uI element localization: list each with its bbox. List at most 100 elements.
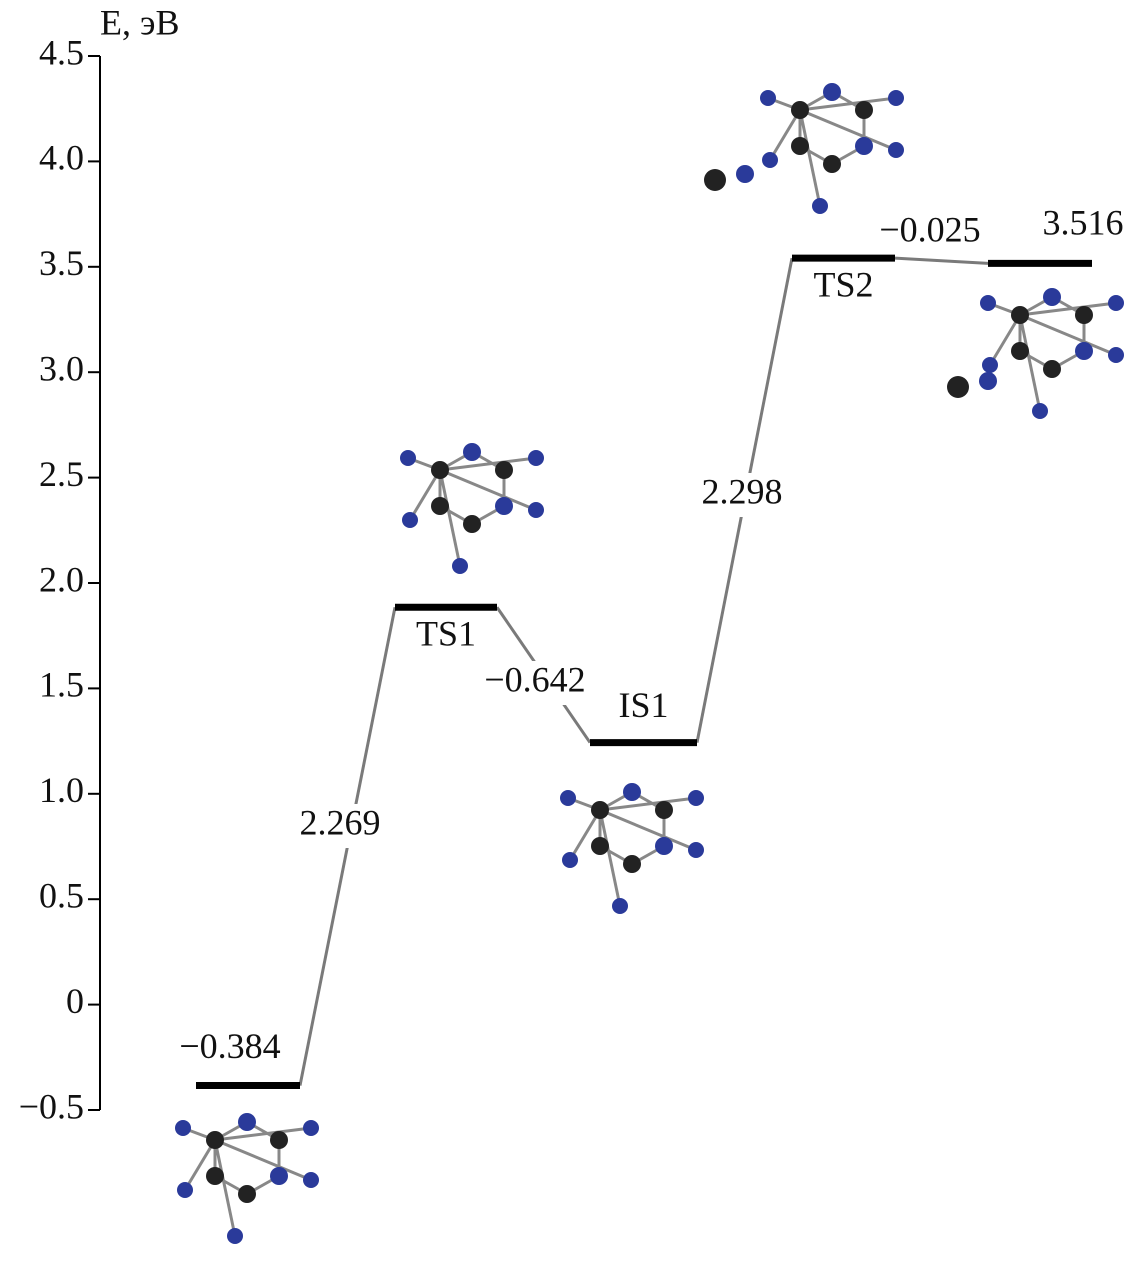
y-tick-label: 2.0 [39,559,84,599]
atom [560,790,576,806]
y-tick-label: 1.5 [39,665,84,705]
atom [760,90,776,106]
label-bg [473,661,597,705]
atom [812,198,828,214]
atom [736,165,754,183]
atom [1032,403,1048,419]
atom [495,461,513,479]
atom [979,372,997,390]
atom [495,497,513,515]
atom [591,837,609,855]
atom [855,101,873,119]
label-bg [680,473,804,517]
atom [528,450,544,466]
atom [562,852,578,868]
level-name: TS1 [416,614,476,654]
bond [1019,301,1117,317]
molecules [175,83,1124,1244]
bond [1018,314,1042,412]
level-name: IS1 [618,685,668,725]
y-axis-label: E, эВ [100,2,179,42]
bond [768,109,802,161]
atom [1108,295,1124,311]
atom [270,1131,288,1149]
atom [982,357,998,373]
y-tick-label: 0.5 [39,875,84,915]
bond [799,108,897,152]
atom [855,137,873,155]
atom [888,142,904,158]
atom [591,801,609,819]
atom [452,558,468,574]
bond [568,809,602,861]
bond [598,809,622,907]
atom [206,1167,224,1185]
atom [980,295,996,311]
atom [431,461,449,479]
level-value-label: 3.516 [1043,203,1124,243]
atom [402,512,418,528]
bond [183,1139,217,1191]
atom [1011,342,1029,360]
label-bg [868,211,992,255]
bond [439,468,537,512]
level-name: TS2 [813,264,873,304]
atom [463,515,481,533]
atom [623,783,641,801]
atom [177,1182,193,1198]
bond [214,1126,312,1142]
bond [214,1138,312,1182]
atom [704,169,726,191]
transition-label: 2.269 [300,802,381,842]
y-tick-label: 1.0 [39,770,84,810]
level-value-label: −0.384 [179,1026,280,1066]
y-tick-label: −0.5 [19,1086,84,1126]
atom [791,101,809,119]
atom [612,898,628,914]
atom [1108,347,1124,363]
y-tick-label: 0 [66,981,84,1021]
atom [655,801,673,819]
atom [206,1131,224,1149]
bond [798,109,822,207]
atom [623,855,641,873]
atom [1043,288,1061,306]
bond [408,469,442,521]
atom [888,90,904,106]
atom [1043,360,1061,378]
y-tick-label: 4.5 [39,32,84,72]
atom [238,1113,256,1131]
atom [463,443,481,461]
bond [213,1139,237,1237]
atom [270,1167,288,1185]
atom [400,450,416,466]
atom [1075,342,1093,360]
bond [438,469,462,567]
atom [1075,306,1093,324]
atom [431,497,449,515]
bond [599,796,697,812]
atom [227,1228,243,1244]
bond [439,456,537,472]
atom [762,152,778,168]
atom [947,376,969,398]
atom [823,155,841,173]
bond [599,808,697,852]
atom [823,83,841,101]
atom [1011,306,1029,324]
atom [528,502,544,518]
transition-label: 2.298 [702,471,783,511]
atom [175,1120,191,1136]
bond [799,96,897,112]
atom [688,790,704,806]
transition-label: −0.642 [484,659,585,699]
bond [1019,313,1117,357]
atom [655,837,673,855]
atom [303,1120,319,1136]
atom [303,1172,319,1188]
transition-label: −0.025 [879,209,980,249]
transition-line [894,256,989,265]
bond [988,314,1022,366]
atom [791,137,809,155]
